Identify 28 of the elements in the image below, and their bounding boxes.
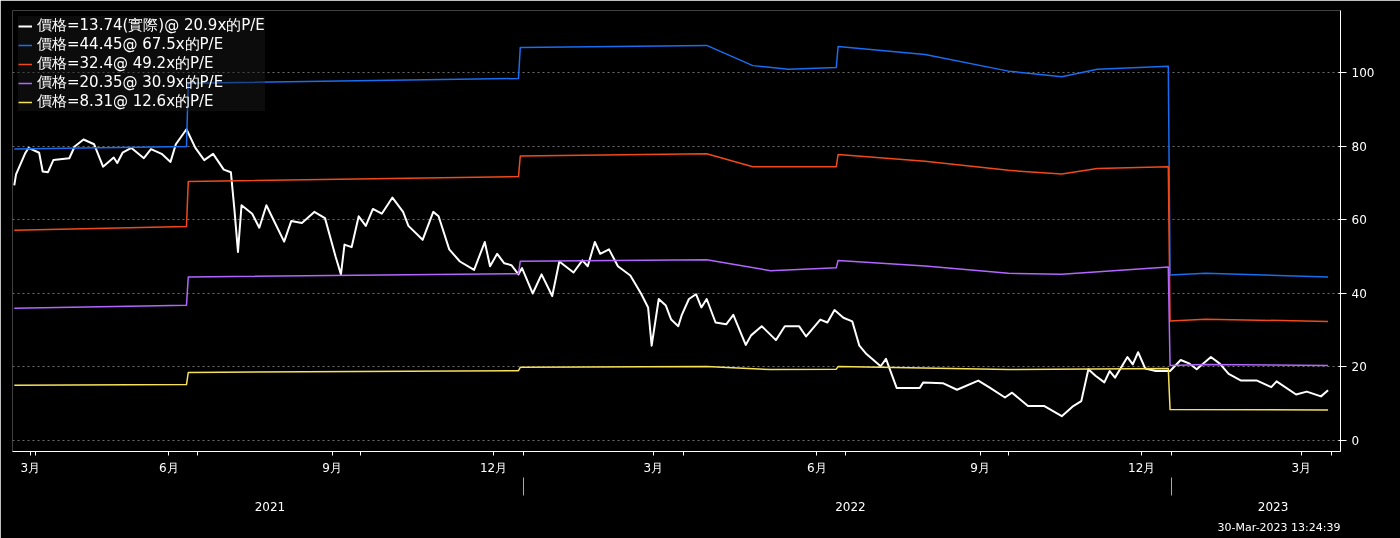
x-tick-label: 3月 <box>1291 460 1312 475</box>
x-tick-label: 3月 <box>643 460 664 475</box>
x-tick-label: 6月 <box>158 460 179 475</box>
x-tick-label: 9月 <box>970 460 990 475</box>
line-series <box>13 128 1330 418</box>
x2-tick-label: 2022 <box>835 499 866 514</box>
x-tick-label: 12月 <box>1128 460 1156 475</box>
x2-tick-label: 2023 <box>1257 499 1289 514</box>
x2-tick-label: 2021 <box>254 499 286 514</box>
x-tick-label: 3月 <box>20 460 41 475</box>
legend-label: 價格=44.45@ 67.5x的P/E <box>37 35 224 54</box>
legend-label: 價格=13.74(實際)@ 20.9x的P/E <box>37 16 265 35</box>
x-tick-label: 6月 <box>806 460 827 475</box>
y-tick-label: 100 <box>1351 66 1375 81</box>
y-tick-label: 60 <box>1351 213 1367 228</box>
x-tick-label: 9月 <box>322 460 342 475</box>
line-series <box>13 258 1329 367</box>
x-tick-label: 12月 <box>480 460 508 475</box>
text: 30-Mar-2023 13:24:39 <box>1217 520 1341 534</box>
y-tick-label: 80 <box>1351 139 1367 154</box>
line-series <box>13 153 1329 323</box>
line-series <box>13 365 1329 411</box>
legend-label: 價格=32.4@ 49.2x的P/E <box>37 54 214 73</box>
legend-label: 價格=20.35@ 30.9x的P/E <box>37 73 224 92</box>
y-tick-label: 0 <box>1351 433 1360 448</box>
y-tick-label: 20 <box>1351 360 1367 375</box>
legend-label: 價格=8.31@ 12.6x的P/E <box>37 92 214 111</box>
y-tick-label: 40 <box>1351 286 1367 301</box>
